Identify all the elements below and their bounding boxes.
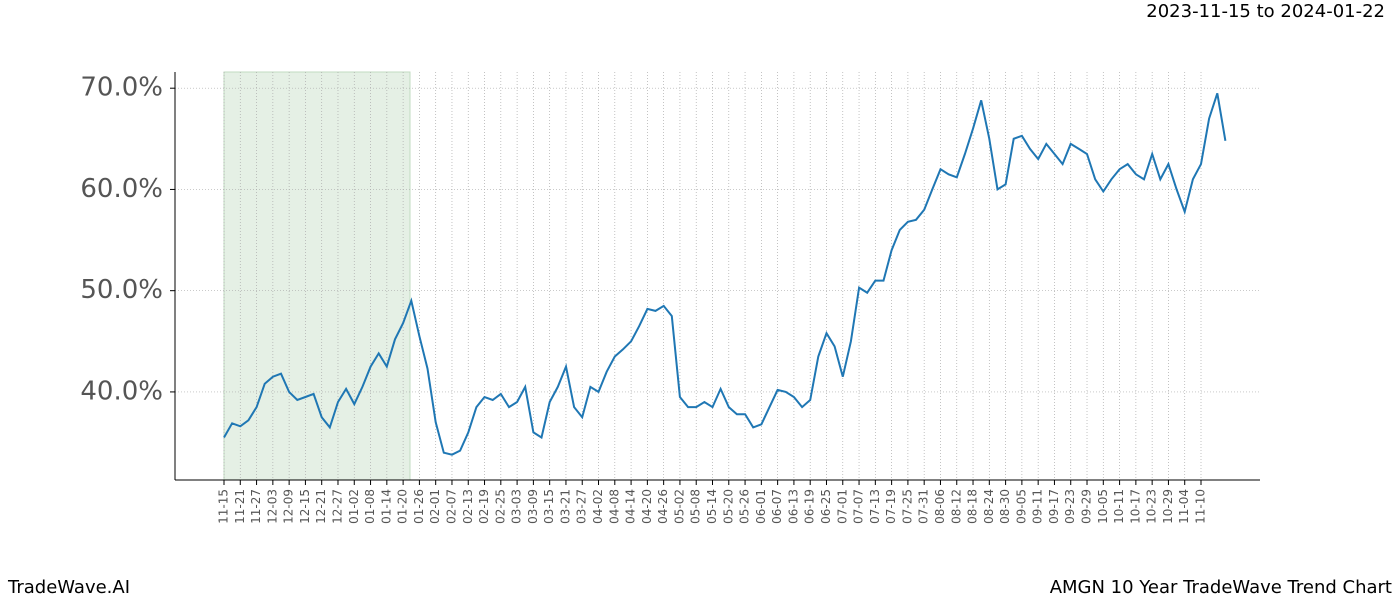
y-tick-label: 70.0% [80, 73, 163, 103]
line-series [223, 92, 1227, 456]
x-tick-label: 05-14 [705, 489, 719, 524]
x-tick-label: 04-26 [656, 489, 670, 524]
x-tick-label: 03-27 [575, 489, 589, 524]
x-tick-label: 12-03 [265, 489, 279, 524]
x-tick-label: 12-21 [314, 489, 328, 524]
x-tick-label: 03-21 [558, 489, 572, 524]
x-tick-label: 05-26 [738, 489, 752, 524]
x-tick-label: 11-15 [217, 489, 231, 524]
x-tick-label: 04-02 [591, 489, 605, 524]
x-tick-label: 02-25 [493, 489, 507, 524]
x-tick-label: 08-24 [982, 489, 996, 524]
x-tick-label: 09-11 [1031, 489, 1045, 524]
x-tick-label: 04-08 [607, 489, 621, 524]
x-tick-label: 01-02 [347, 489, 361, 524]
brand: TradeWave.AI [7, 577, 130, 598]
x-tick-label: 02-01 [428, 489, 442, 524]
highlight-region [223, 71, 411, 481]
x-tick-label: 10-23 [1145, 489, 1159, 524]
x-tick-label: 05-02 [672, 489, 686, 524]
x-tick-label: 09-17 [1047, 489, 1061, 524]
x-tick-label: 07-07 [852, 489, 866, 524]
x-tick-label: 08-06 [933, 489, 947, 524]
x-tick-label: 06-25 [819, 489, 833, 524]
x-tick-label: 08-30 [998, 489, 1012, 524]
x-tick-label: 10-29 [1161, 489, 1175, 524]
x-tick-label: 06-13 [786, 489, 800, 524]
x-tick-label: 01-26 [412, 489, 426, 524]
x-tick-label: 09-05 [1014, 489, 1028, 524]
x-tick-label: 02-13 [461, 489, 475, 524]
x-tick-label: 11-27 [249, 489, 263, 524]
x-tick-label: 05-20 [721, 489, 735, 524]
x-tick-label: 07-01 [835, 489, 849, 524]
x-tick-label: 09-23 [1063, 489, 1077, 524]
x-tick-label: 07-25 [900, 489, 914, 524]
x-tick-label: 08-12 [949, 489, 963, 524]
y-tick-label: 60.0% [80, 174, 163, 204]
x-tick-label: 01-20 [396, 489, 410, 524]
x-tick-label: 09-29 [1080, 489, 1094, 524]
x-tick-label: 05-08 [689, 489, 703, 524]
x-tick-label: 07-13 [868, 489, 882, 524]
x-tick-label: 07-31 [917, 489, 931, 524]
x-tick-label: 10-05 [1096, 489, 1110, 524]
x-tick-label: 01-14 [379, 489, 393, 524]
y-tick-label: 50.0% [80, 275, 163, 305]
x-tick-label: 10-11 [1112, 489, 1126, 524]
chart-title: AMGN 10 Year TradeWave Trend Chart [1050, 577, 1392, 598]
x-tick-label: 04-20 [640, 489, 654, 524]
x-tick-label: 12-27 [330, 489, 344, 524]
x-tick-label: 06-07 [770, 489, 784, 524]
x-tick-label: 03-09 [526, 489, 540, 524]
x-tick-label: 08-18 [966, 489, 980, 524]
x-tick-label: 04-14 [624, 489, 638, 524]
x-tick-label: 02-19 [477, 489, 491, 524]
y-tick-label: 40.0% [80, 376, 163, 406]
x-tick-label: 06-01 [754, 489, 768, 524]
x-tick-label: 06-19 [803, 489, 817, 524]
x-tick-label: 03-15 [542, 489, 556, 524]
x-tick-label: 01-08 [363, 489, 377, 524]
x-tick-label: 03-03 [510, 489, 524, 524]
x-tick-label: 11-21 [233, 489, 247, 524]
x-tick-label: 11-10 [1194, 489, 1208, 524]
x-tick-label: 11-04 [1177, 489, 1191, 524]
x-tick-label: 10-17 [1128, 489, 1142, 524]
x-tick-label: 02-07 [444, 489, 458, 524]
x-tick-label: 07-19 [884, 489, 898, 524]
x-tick-label: 12-09 [282, 489, 296, 524]
x-tick-label: 12-15 [298, 489, 312, 524]
date-range: 2023-11-15 to 2024-01-22 [1146, 1, 1385, 22]
